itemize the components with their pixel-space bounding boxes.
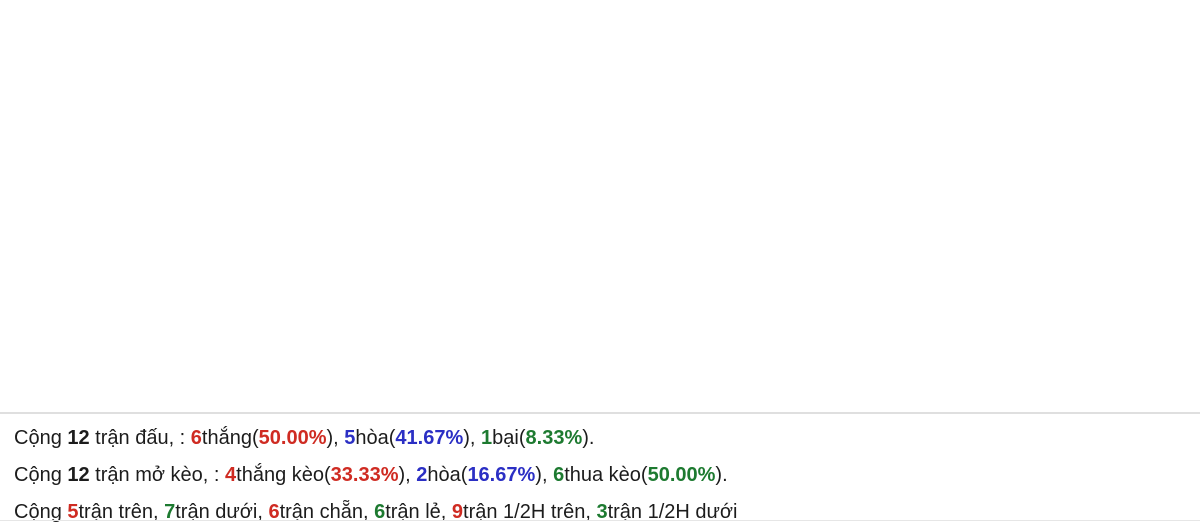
summary-text: trận mở kèo, : (89, 464, 226, 486)
summary-draws-count: 5 (344, 427, 356, 449)
bottom-divider (0, 520, 1200, 521)
summary-prefix: Cộng (14, 427, 68, 449)
clipped-next-row (0, 504, 1200, 518)
summary-wins-label: thắng( (201, 427, 259, 449)
summary-total-handicap: 12 (67, 464, 90, 486)
summary-draws-pct: 41.67% (395, 427, 464, 449)
summary-odd-label: trận lẻ, (385, 501, 452, 523)
summary-block: Cộng 12 trận đấu, : 6thắng(50.00%), 5hòa… (0, 412, 1200, 531)
summary-line-overunder: Cộng 5trận trên, 7trận dưới, 6trận chẵn,… (0, 494, 1200, 531)
summary-text: trận đấu, : (89, 427, 191, 449)
summary-h1-under-label: trận 1/2H dưới (607, 501, 738, 523)
summary-under-label: trận dưới, (175, 501, 269, 523)
summary-wins-count: 6 (190, 427, 202, 449)
summary-hcp-losses-count: 6 (553, 464, 565, 486)
summary-line-handicap: Cộng 12 trận mở kèo, : 4thắng kèo(33.33%… (0, 457, 1200, 494)
summary-over-label: trận trên, (78, 501, 165, 523)
summary-losses-pct: 8.33% (525, 427, 583, 449)
summary-text: ), (326, 427, 345, 449)
summary-wins-pct: 50.00% (258, 427, 327, 449)
summary-even-label: trận chẵn, (279, 501, 375, 523)
summary-hcp-wins-count: 4 (225, 464, 237, 486)
summary-h1-under-count: 3 (596, 501, 608, 523)
summary-line-results: Cộng 12 trận đấu, : 6thắng(50.00%), 5hòa… (0, 420, 1200, 457)
summary-losses-label: bại( (492, 427, 526, 449)
summary-hcp-losses-label: thua kèo( (564, 464, 648, 486)
summary-hcp-wins-label: thắng kèo( (236, 464, 331, 486)
summary-under-count: 7 (164, 501, 176, 523)
summary-text: ). (582, 427, 595, 449)
summary-odd-count: 6 (374, 501, 386, 523)
summary-prefix: Cộng (14, 464, 68, 486)
summary-text: ), (398, 464, 417, 486)
summary-prefix: Cộng (14, 501, 68, 523)
summary-text: ), (535, 464, 554, 486)
summary-over-count: 5 (67, 501, 79, 523)
summary-hcp-draws-count: 2 (416, 464, 428, 486)
summary-h1-over-label: trận 1/2H trên, (463, 501, 597, 523)
summary-text: ). (715, 464, 728, 486)
summary-even-count: 6 (268, 501, 280, 523)
summary-hcp-draws-label: hòa( (427, 464, 468, 486)
summary-hcp-wins-pct: 33.33% (330, 464, 399, 486)
summary-losses-count: 1 (481, 427, 493, 449)
summary-h1-over-count: 9 (451, 501, 464, 523)
summary-draws-label: hòa( (355, 427, 396, 449)
summary-hcp-losses-pct: 50.00% (647, 464, 716, 486)
summary-hcp-draws-pct: 16.67% (467, 464, 536, 486)
summary-text: ), (463, 427, 482, 449)
summary-total-matches: 12 (67, 427, 90, 449)
